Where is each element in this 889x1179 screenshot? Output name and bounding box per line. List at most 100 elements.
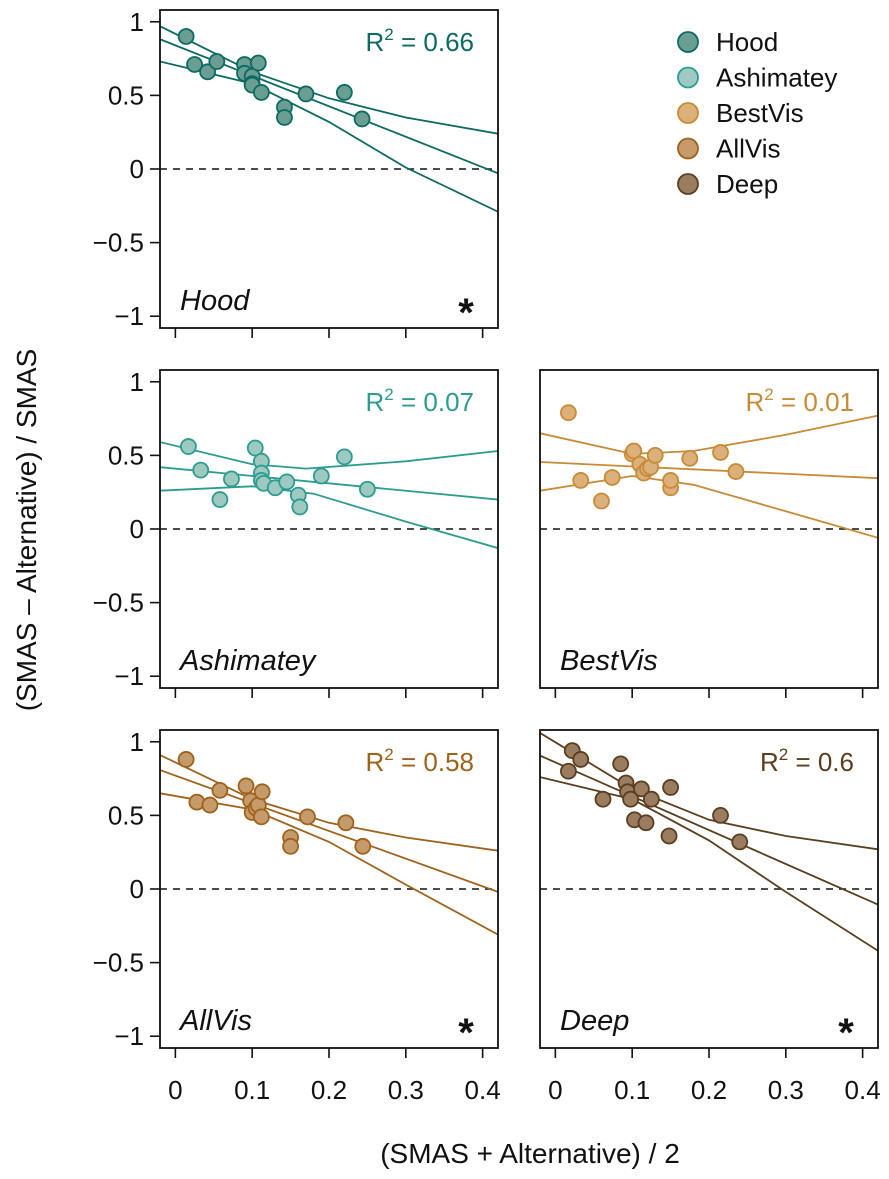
- data-point: [177, 28, 195, 45]
- panel-hood: 1 0.5 0 −0.5 −1 R2 = 0.66 Hood *: [93, 7, 499, 338]
- plot-area: [160, 751, 498, 936]
- upper-confidence-band: [540, 732, 878, 851]
- legend-item-deep: Deep: [677, 169, 778, 199]
- x-tick-label: 0: [168, 1075, 182, 1105]
- data-point: [637, 814, 655, 832]
- data-point: [246, 439, 264, 457]
- y-tick-label: −1: [114, 661, 144, 691]
- y-tick-label: −1: [114, 1021, 144, 1051]
- data-point: [712, 444, 729, 461]
- x-axis-title: (SMAS + Alternative) / 2: [380, 1138, 680, 1169]
- upper-confidence-band: [540, 414, 878, 455]
- panel-frame: [539, 729, 879, 1049]
- fit-line: [540, 754, 878, 906]
- significance-star: *: [838, 1011, 854, 1055]
- panel-bestvis: R2 = 0.01 BestVis: [539, 369, 879, 698]
- r2-label: R2 = 0.01: [746, 385, 854, 417]
- x-tick-label: 0.3: [768, 1075, 804, 1105]
- legend-item-bestvis: BestVis: [677, 98, 804, 128]
- data-point: [560, 404, 577, 422]
- data-point: [253, 783, 271, 801]
- y-tick-label: 1: [130, 7, 144, 37]
- data-point: [252, 84, 270, 101]
- data-point: [594, 790, 612, 808]
- x-tick-label: 0.3: [388, 1075, 424, 1105]
- x-tick-label: 0.1: [614, 1075, 650, 1105]
- data-point: [660, 827, 678, 845]
- x-tick-label: 0: [548, 1075, 562, 1105]
- panel-deep: 0 0.1 0.2 0.3 0.4 R2 = 0.6 Deep *: [539, 729, 881, 1105]
- legend-marker: [677, 137, 699, 160]
- data-point: [278, 473, 296, 491]
- data-point: [335, 84, 353, 101]
- y-tick-label: 0: [130, 154, 144, 184]
- panel-frame: [539, 369, 879, 689]
- legend: Hood Ashimatey BestVis AllVis Deep: [677, 27, 837, 199]
- panel-title: BestVis: [560, 645, 658, 677]
- upper-confidence-band: [160, 441, 498, 470]
- legend-marker: [677, 31, 699, 53]
- data-point: [249, 54, 267, 72]
- data-point: [633, 780, 650, 798]
- y-tick-label: −0.5: [93, 588, 144, 618]
- x-tick-label: 0.4: [465, 1075, 501, 1105]
- data-point: [237, 777, 255, 795]
- data-point: [712, 806, 729, 824]
- panel-frame: [159, 9, 499, 329]
- data-point: [276, 109, 293, 126]
- data-point: [354, 837, 372, 855]
- panel-ashimatey: 1 0.5 0 −0.5 −1 R2 = 0.07 Ashimatey: [93, 367, 499, 698]
- data-point: [662, 472, 679, 489]
- lower-confidence-band: [540, 475, 878, 539]
- data-point: [731, 833, 749, 851]
- data-point: [727, 463, 745, 480]
- panel-allvis: 1 0.5 0 −0.5 −1 0 0.1 0.2 0.3 0.4 R2 = 0.58 AllVis *: [93, 727, 501, 1105]
- panel-title: Hood: [180, 285, 250, 317]
- lower-confidence-band: [160, 792, 498, 936]
- data-point: [211, 781, 229, 799]
- data-point: [211, 491, 229, 508]
- data-point: [593, 492, 610, 510]
- legend-label: Deep: [716, 169, 778, 199]
- legend-marker: [677, 66, 699, 89]
- data-point: [177, 751, 195, 768]
- y-tick-label: 1: [130, 367, 144, 397]
- panels-layer: 1 0.5 0 −0.5 −1 R2 = 0.66 Hood * 1 0.5 0 −0.5 −1 R2 =…: [93, 7, 881, 1105]
- x-tick-label: 0.1: [234, 1075, 270, 1105]
- plot-area: [160, 25, 498, 213]
- data-point: [337, 814, 355, 832]
- data-point: [603, 469, 621, 486]
- x-tick-label: 0.2: [311, 1075, 347, 1105]
- data-point: [208, 53, 226, 70]
- data-point: [252, 808, 270, 826]
- y-tick-label: 0.5: [108, 800, 144, 830]
- fit-line: [540, 461, 878, 480]
- data-point: [201, 796, 219, 814]
- legend-label: AllVis: [716, 134, 781, 164]
- data-point: [291, 498, 309, 516]
- y-tick-label: −0.5: [93, 228, 144, 258]
- data-point: [662, 779, 679, 796]
- y-tick-label: 0: [130, 874, 144, 904]
- data-point: [646, 446, 664, 464]
- data-point: [622, 790, 640, 808]
- panel-title: AllVis: [178, 1005, 252, 1037]
- legend-label: BestVis: [716, 98, 804, 128]
- data-point: [642, 790, 660, 808]
- y-tick-label: 0.5: [108, 440, 144, 470]
- y-tick-label: 0.5: [108, 80, 144, 110]
- data-point: [612, 755, 630, 773]
- panel-frame: [159, 369, 499, 689]
- y-axis-title: (SMAS – Alternative) / SMAS: [11, 349, 42, 712]
- data-point: [572, 751, 590, 768]
- legend-label: Ashimatey: [716, 63, 837, 93]
- data-point: [282, 837, 299, 855]
- fit-line: [160, 466, 498, 501]
- panel-title: Ashimatey: [178, 645, 317, 677]
- r2-label: R2 = 0.58: [366, 745, 474, 777]
- data-point: [312, 467, 330, 485]
- lower-confidence-band: [160, 485, 498, 549]
- significance-star: *: [458, 291, 474, 335]
- panel-title: Deep: [560, 1005, 629, 1037]
- significance-star: *: [458, 1011, 474, 1055]
